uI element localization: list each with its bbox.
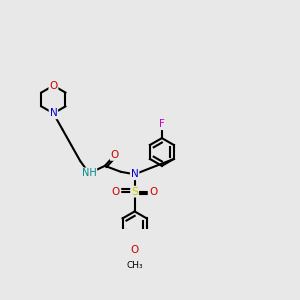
Text: CH₃: CH₃: [126, 261, 143, 270]
Text: N: N: [50, 108, 57, 118]
Text: S: S: [131, 187, 138, 196]
Text: F: F: [159, 119, 165, 129]
Text: N: N: [131, 169, 139, 179]
Text: NH: NH: [82, 168, 96, 178]
Text: O: O: [150, 187, 158, 196]
Text: O: O: [49, 81, 58, 91]
Text: O: O: [111, 187, 119, 196]
Text: O: O: [111, 150, 119, 160]
Text: O: O: [130, 245, 139, 255]
